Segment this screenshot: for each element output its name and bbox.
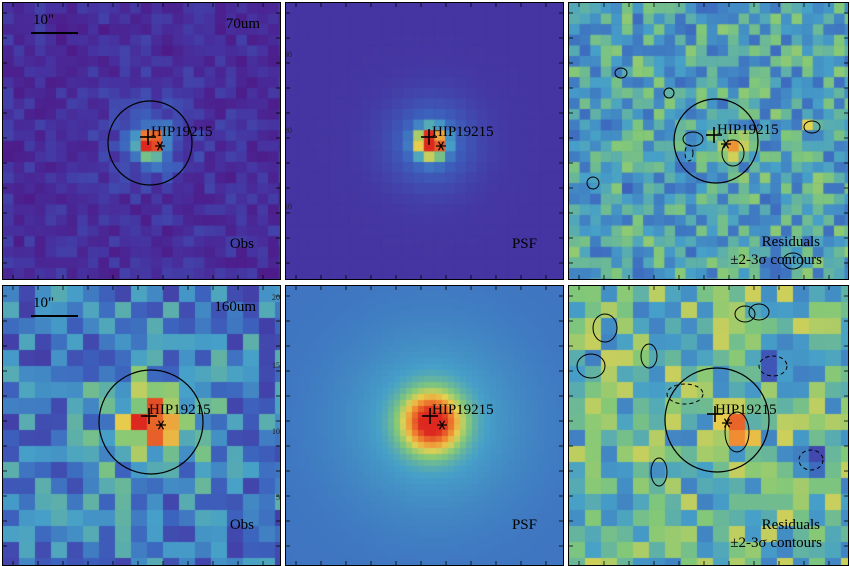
contour-line [682,131,704,147]
overlay-marks [3,286,280,565]
panel-obs-70um: 10" 70um HIP19215 Obs [2,2,281,280]
optical-position-marker [706,127,722,143]
fit-position-marker [436,141,446,151]
contour-note: ±2-3σ contours [730,535,822,551]
panel-residuals-160um: HIP19215 Residuals ±2-3σ contours [568,285,849,566]
contour-line [650,457,668,487]
tick-label: 10 [286,202,292,211]
optical-position-marker [422,408,438,424]
source-label: HIP19215 [432,124,494,140]
overlay-marks [286,286,563,565]
optical-position-marker [707,406,723,422]
contour-line [666,383,704,405]
tick-label: 20 [286,126,292,135]
contour-note: ±2-3σ contours [730,252,822,268]
panel-psf-160um: HIP19215 PSF [285,285,564,566]
source-label: HIP19215 [717,122,779,138]
band-label: 70um [225,16,260,32]
aperture-circle [98,369,204,475]
optical-position-marker [421,129,437,145]
heatmap-image [286,286,563,565]
heatmap-image [569,3,848,279]
contour-line [576,353,606,379]
tick-label: 5 [276,493,280,502]
aperture-circle [107,100,193,186]
contour-line [803,120,821,134]
contour-line [663,87,675,99]
source-label: HIP19215 [149,402,211,418]
contour-line [586,176,600,190]
contour-line [684,144,694,162]
heatmap-image [286,3,563,279]
heatmap-image [3,3,280,279]
source-label: HIP19215 [151,124,213,140]
tick-label: 30 [286,50,292,59]
panel-psf-70um: 30 20 10 HIP19215 PSF [285,2,564,280]
contour-line [592,313,618,343]
contour-line [640,343,658,369]
contour-line [724,411,750,453]
heatmap-image [569,286,848,565]
source-label: HIP19215 [432,402,494,418]
band-label: 160um [214,299,256,315]
panel-label: Residuals [761,517,820,533]
contour-line [798,449,824,471]
optical-position-marker [141,408,157,424]
heatmap-image [3,286,280,565]
aperture-circle [664,367,770,473]
scale-bar-label: 10" [33,12,55,28]
overlay-marks [569,3,848,279]
contour-line [782,252,804,270]
panel-label: Obs [229,236,254,252]
panel-label: PSF [511,236,537,252]
tick-label: 20 [272,293,280,302]
panel-label: Obs [229,517,254,533]
contour-line [748,303,770,321]
contour-line [734,305,756,323]
optical-position-marker [140,129,156,145]
contour-line [758,355,788,377]
overlay-marks [3,3,280,279]
source-label: HIP19215 [715,402,777,418]
overlay-marks [286,3,563,279]
tick-label: 10 [272,427,280,436]
panel-residuals-70um: HIP19215 Residuals ±2-3σ contours [568,2,849,280]
aperture-circle [673,98,759,184]
panel-label: Residuals [761,234,820,250]
fit-position-marker [156,420,166,430]
contour-line [614,67,628,79]
fit-position-marker [437,420,447,430]
panel-label: PSF [511,517,537,533]
panel-obs-160um: 10" 160um 20 15 10 5 HIP19215 Obs [2,285,281,566]
overlay-marks [569,286,848,565]
scale-bar-label: 10" [33,295,55,311]
contour-line [721,139,745,167]
tick-label: 15 [272,361,280,370]
fit-position-marker [155,141,165,151]
